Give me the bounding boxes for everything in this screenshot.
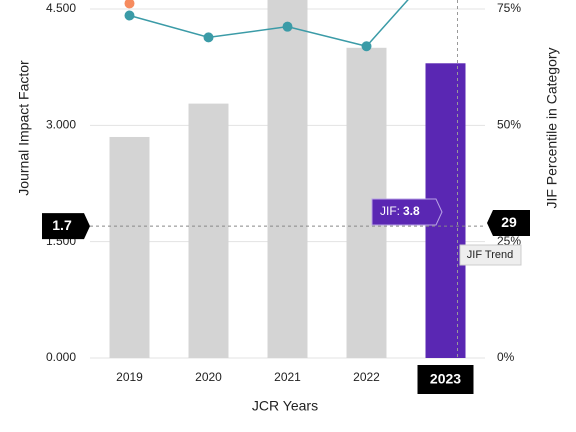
- y-tick-label: 4.500: [46, 1, 76, 15]
- bar: [109, 136, 150, 358]
- trend-point: [124, 10, 135, 21]
- y-tick-label: 3.000: [46, 118, 76, 132]
- y-axis-title: Journal Impact Factor: [16, 60, 32, 196]
- y2-tick-label: 25%: [497, 234, 521, 248]
- lines: [124, 0, 409, 52]
- tooltip-text: JIF: 3.8: [380, 204, 420, 218]
- tooltip-value: 3.8: [403, 204, 420, 218]
- y-tick-label: 0.000: [46, 350, 76, 364]
- y2-tick-label: 0%: [497, 350, 515, 364]
- x-tick-highlight: [417, 365, 474, 394]
- x-tick-label: 2023: [430, 371, 461, 387]
- bars: [109, 0, 466, 358]
- trend-point: [203, 32, 214, 43]
- y2-marker-label: 29: [501, 214, 517, 230]
- trend-point: [124, 0, 135, 9]
- trend-point: [361, 41, 372, 52]
- legend-tooltip-text: JIF Trend: [467, 249, 513, 261]
- y2-tick-label: 50%: [497, 118, 521, 132]
- x-tick-label: 2020: [195, 370, 222, 384]
- overlay: 2019 2020 2021 2022 2023 1.7 29 JIF: 3.8 JIF Tren…: [42, 0, 530, 394]
- bar: [188, 103, 229, 358]
- y2-axis-title: JIF Percentile in Category: [544, 47, 560, 208]
- y2-marker-box: [487, 210, 530, 237]
- y2-tick-label: 75%: [497, 1, 521, 15]
- y-marker-label: 1.7: [52, 217, 72, 233]
- x-axis-title: JCR Years: [252, 398, 318, 414]
- tooltip-box: [371, 198, 443, 226]
- x-tick-label: 2019: [116, 370, 143, 384]
- legend-tooltip-box: [459, 244, 522, 266]
- tooltip-label: JIF:: [380, 204, 400, 218]
- x-tick-label: 2022: [353, 370, 380, 384]
- y-marker-box: [42, 213, 90, 240]
- x-tick-label: 2021: [274, 370, 301, 384]
- bar: [267, 0, 308, 358]
- trend-point: [282, 21, 293, 32]
